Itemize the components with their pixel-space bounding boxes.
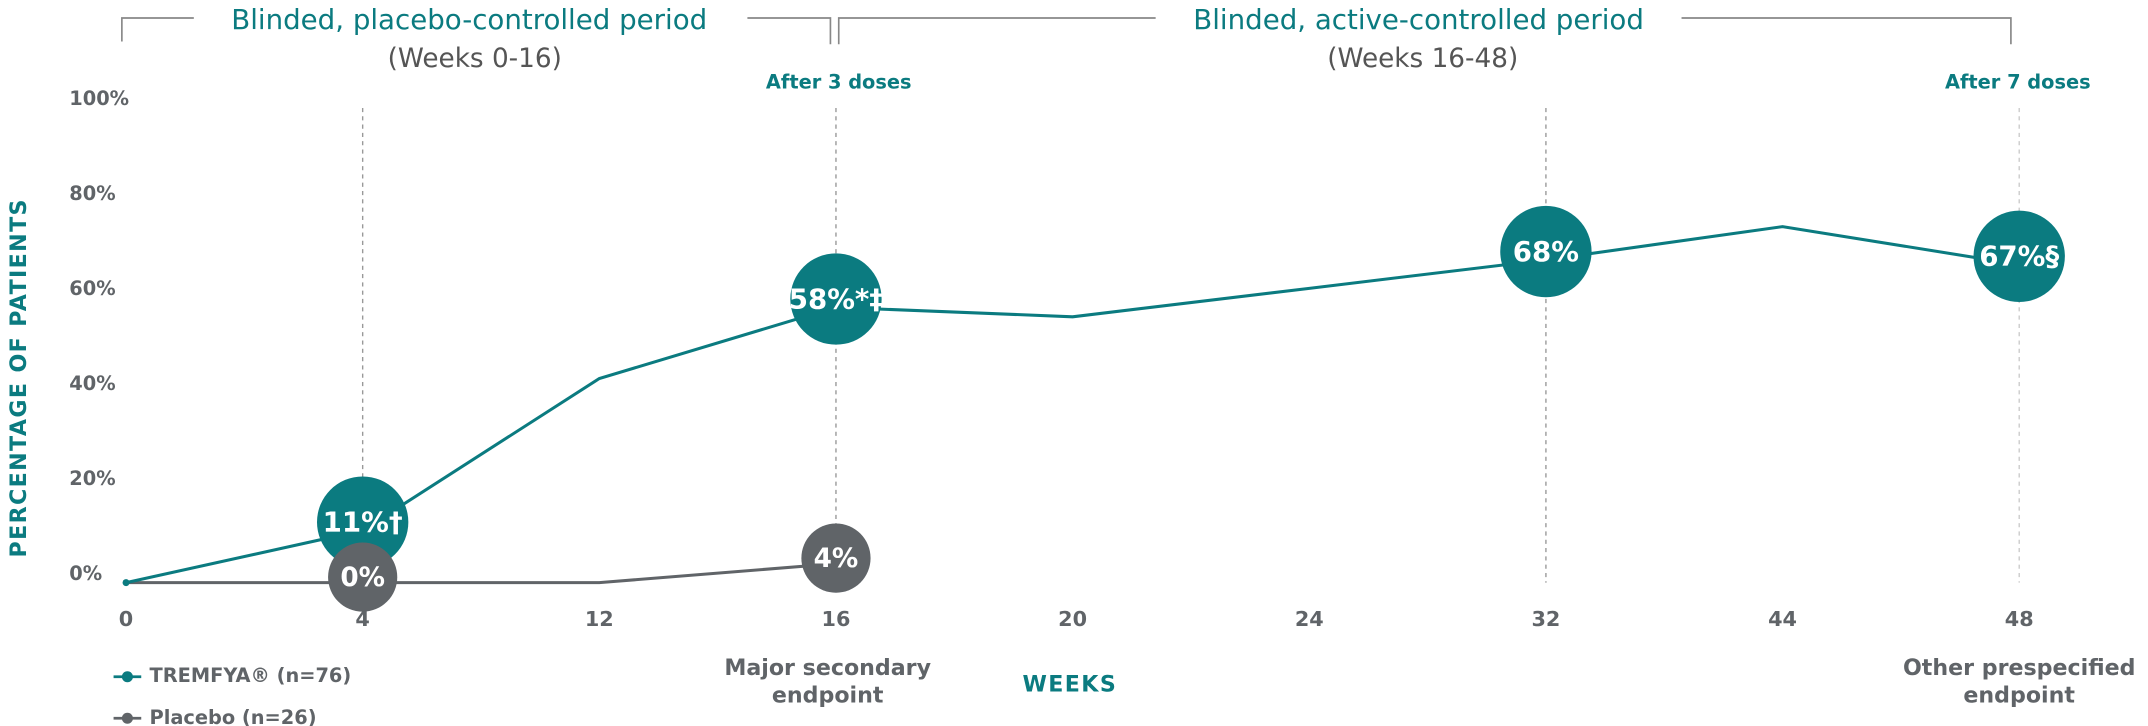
endpoint-note: endpoint <box>772 683 884 709</box>
series-line <box>126 562 837 585</box>
endpoint-note: endpoint <box>1963 683 2075 709</box>
x-tick-label: 44 <box>1768 607 1797 631</box>
x-tick-label: 48 <box>2005 607 2034 631</box>
x-tick-label: 32 <box>1531 607 1560 631</box>
legend-dot <box>121 712 133 724</box>
label-bubble <box>1973 210 2065 302</box>
legend-label: Placebo (n=26) <box>150 706 317 726</box>
endpoint-note: Other prespecified <box>1903 655 2135 681</box>
period-note: After 3 doses <box>766 71 912 94</box>
endpoint-note: Major secondary <box>724 655 931 681</box>
period-note: After 7 doses <box>1945 71 2091 94</box>
value-label: 68% <box>1513 235 1579 268</box>
x-tick-label: 20 <box>1058 607 1087 631</box>
y-tick-label: 100% <box>69 87 129 110</box>
x-axis-label: WEEKS <box>1023 672 1118 698</box>
start-point <box>122 579 130 587</box>
series-line <box>125 225 2020 585</box>
y-tick-label: 40% <box>69 372 115 395</box>
value-label: 67%§ <box>1979 240 2059 273</box>
value-label: 58%*‡ <box>789 282 884 315</box>
label-bubble <box>801 523 871 593</box>
bracket <box>1681 17 2012 45</box>
value-label: 4% <box>814 544 859 574</box>
x-tick-label: 12 <box>585 607 614 631</box>
bracket <box>837 17 1156 45</box>
legend-dot <box>121 671 133 683</box>
value-label: 11%† <box>323 505 403 538</box>
x-tick-label: 16 <box>822 607 851 631</box>
x-tick-label: 4 <box>355 607 369 631</box>
x-tick-label: 0 <box>119 607 133 631</box>
legend-label: TREMFYA® (n=76) <box>150 664 352 687</box>
label-bubble <box>328 542 398 612</box>
period-subtitle: (Weeks 16-48) <box>1327 44 1518 74</box>
bracket <box>121 17 194 42</box>
period-subtitle: (Weeks 0-16) <box>388 44 562 74</box>
y-tick-label: 0% <box>69 562 102 585</box>
period-brackets <box>121 17 2012 45</box>
label-bubble <box>317 476 409 568</box>
y-axis-label: PERCENTAGE OF PATIENTS <box>6 198 32 557</box>
x-tick-label: 24 <box>1295 607 1324 631</box>
label-bubble <box>790 253 882 345</box>
y-tick-label: 80% <box>69 182 115 205</box>
y-tick-label: 60% <box>69 277 115 300</box>
bracket <box>747 17 832 45</box>
y-tick-label: 20% <box>69 467 115 490</box>
label-bubble <box>1500 205 1592 298</box>
period-title: Blinded, placebo-controlled period <box>231 3 707 36</box>
value-label: 0% <box>340 563 385 593</box>
period-title: Blinded, active-controlled period <box>1193 3 1644 36</box>
